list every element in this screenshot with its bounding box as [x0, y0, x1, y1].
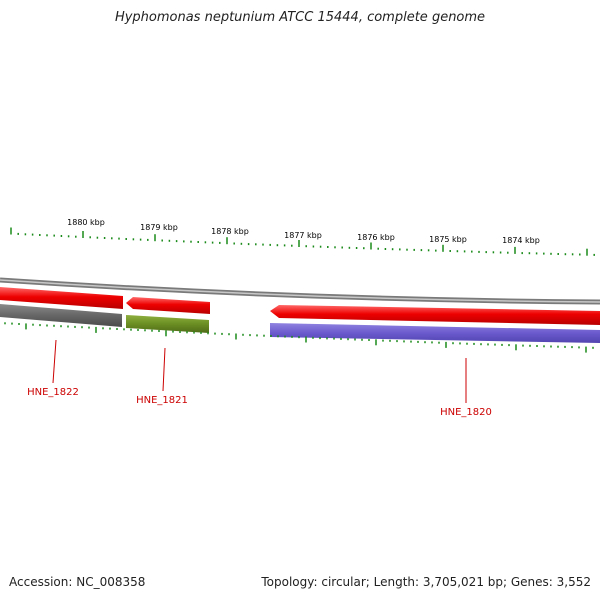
genome-summary-text: Topology: circular; Length: 3,705,021 bp… — [261, 575, 591, 589]
gene-feature-hne-1822 — [0, 304, 122, 327]
gene-label-hne-1820: HNE_1820 — [440, 407, 492, 418]
scale-label-1877: 1877 kbp — [284, 231, 322, 240]
leader-line-hne-1821 — [162, 347, 166, 392]
scale-label-1878: 1878 kbp — [211, 227, 249, 236]
gene-label-hne-1821: HNE_1821 — [136, 395, 188, 406]
scale-label-1875: 1875 kbp — [429, 235, 467, 244]
accession-text: Accession: NC_008358 — [9, 575, 146, 589]
scale-labels: 1880 kbp 1879 kbp 1878 kbp 1877 kbp 1876… — [67, 218, 540, 245]
cds-feature-middle — [126, 297, 210, 314]
gene-feature-hne-1821 — [126, 315, 209, 333]
lower-ticks — [4, 322, 594, 353]
gene-labels: HNE_1822 HNE_1821 HNE_1820 — [27, 387, 492, 418]
cds-feature-right — [270, 305, 600, 325]
scale-label-1876: 1876 kbp — [357, 233, 395, 242]
cds-feature-left — [0, 287, 123, 309]
gene-feature-hne-1820 — [270, 323, 600, 343]
gene-label-hne-1822: HNE_1822 — [27, 387, 79, 398]
map-title: Hyphomonas neptunium ATCC 15444, complet… — [114, 10, 486, 25]
scale-label-1874: 1874 kbp — [502, 236, 540, 245]
backbone-ring-highlight — [0, 279, 600, 303]
scale-label-1880: 1880 kbp — [67, 218, 105, 227]
scale-ticks — [10, 227, 595, 256]
scale-label-1879: 1879 kbp — [140, 223, 178, 232]
leader-line-hne-1822 — [52, 339, 57, 384]
